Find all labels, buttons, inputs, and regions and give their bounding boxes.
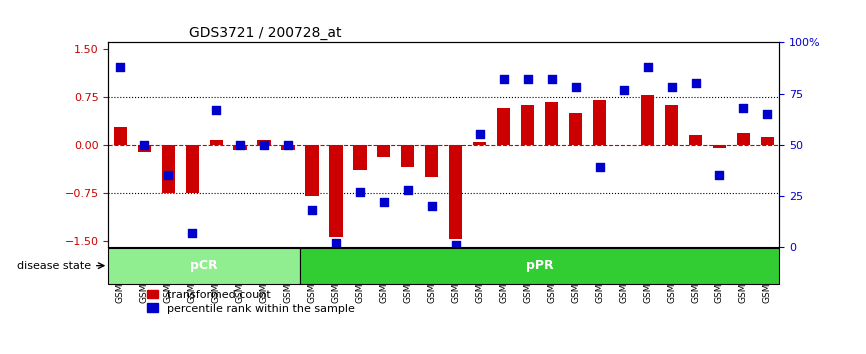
Point [113, 64, 127, 70]
Point [688, 80, 702, 86]
Point [377, 199, 391, 205]
Point [497, 76, 511, 82]
Bar [521, 105, 534, 145]
Point [257, 142, 271, 148]
Point [185, 230, 199, 235]
Bar [257, 140, 271, 145]
Point [138, 142, 152, 148]
Bar [185, 145, 198, 193]
Bar [138, 145, 151, 152]
Text: pCR: pCR [191, 259, 218, 272]
Bar [689, 135, 702, 145]
Bar [353, 145, 366, 170]
Text: disease state: disease state [17, 261, 92, 271]
Point [329, 240, 343, 246]
Bar [378, 145, 391, 158]
Point [713, 172, 727, 178]
Bar [545, 102, 559, 145]
Bar [234, 145, 247, 150]
Point [161, 172, 175, 178]
Point [736, 105, 750, 111]
Bar [449, 145, 462, 239]
Text: GDS3721 / 200728_at: GDS3721 / 200728_at [189, 26, 341, 40]
Bar [473, 142, 487, 145]
Bar [593, 100, 606, 145]
Bar [737, 133, 750, 145]
Bar [162, 145, 175, 193]
Bar [665, 105, 678, 145]
Text: pPR: pPR [526, 259, 553, 272]
Point [281, 142, 295, 148]
Point [520, 76, 534, 82]
Point [233, 142, 247, 148]
Point [664, 85, 678, 90]
Bar [641, 95, 654, 145]
Point [401, 187, 415, 193]
Bar [281, 145, 294, 150]
Point [641, 64, 655, 70]
Legend: transformed count, percentile rank within the sample: transformed count, percentile rank withi… [147, 290, 355, 314]
Point [305, 207, 319, 213]
FancyBboxPatch shape [108, 248, 300, 284]
Bar [306, 145, 319, 196]
Point [569, 85, 583, 90]
Bar [329, 145, 343, 237]
Point [617, 87, 630, 92]
Bar [401, 145, 415, 167]
Point [545, 76, 559, 82]
Bar [713, 145, 726, 148]
FancyBboxPatch shape [300, 248, 779, 284]
Bar [761, 137, 774, 145]
Point [353, 189, 367, 195]
Bar [210, 140, 223, 145]
Bar [113, 127, 126, 145]
Point [473, 132, 487, 137]
Bar [569, 113, 582, 145]
Point [760, 111, 774, 117]
Point [592, 164, 606, 170]
Bar [425, 145, 438, 177]
Point [449, 242, 462, 248]
Point [210, 107, 223, 113]
Bar [497, 108, 510, 145]
Point [425, 203, 439, 209]
